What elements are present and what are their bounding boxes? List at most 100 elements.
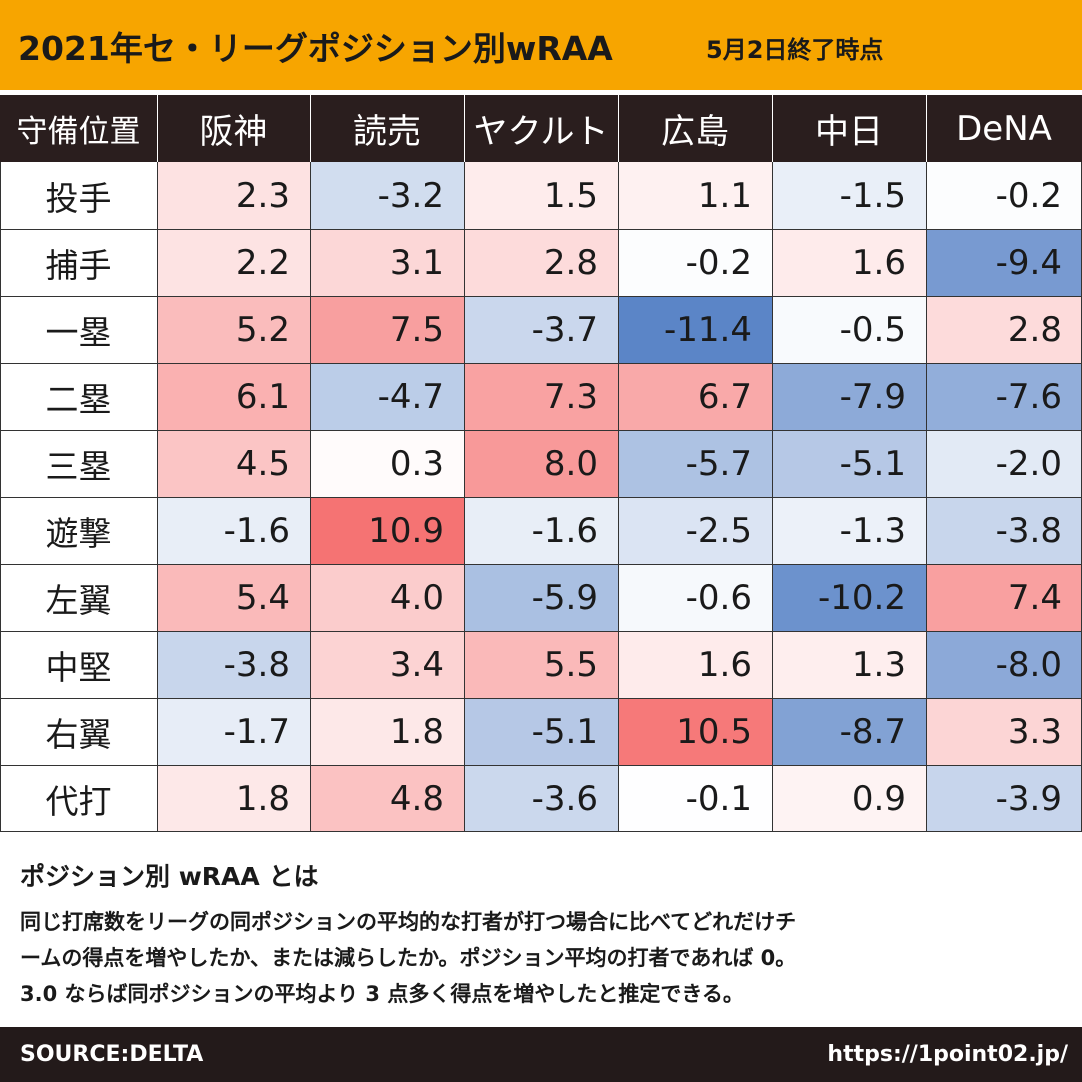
header-separator: [310, 95, 311, 162]
column-header-team: 広島: [618, 95, 772, 162]
row-header-position: 投手: [0, 162, 157, 229]
heatmap-cell: 3.3: [926, 698, 1082, 765]
row-header-position: 二塁: [0, 363, 157, 430]
heatmap-cell: -3.8: [157, 631, 310, 698]
column-header-team: ヤクルト: [464, 95, 618, 162]
header-separator: [926, 95, 927, 162]
header-separator: [772, 95, 773, 162]
corner-header: 守備位置: [0, 95, 157, 162]
column-header-team: 読売: [310, 95, 464, 162]
column-header-team: 阪神: [157, 95, 310, 162]
source-label: SOURCE:DELTA: [20, 1042, 204, 1067]
heatmap-cell: 1.1: [618, 162, 772, 229]
column-header-team: DeNA: [926, 95, 1082, 162]
heatmap-cell: -0.1: [618, 765, 772, 832]
heatmap-cell: -11.4: [618, 296, 772, 363]
row-header-position: 中堅: [0, 631, 157, 698]
header-separator: [157, 95, 158, 162]
heatmap-cell: -8.7: [772, 698, 926, 765]
row-header-position: 遊撃: [0, 497, 157, 564]
heatmap-cell: -1.6: [464, 497, 618, 564]
definition-line: ームの得点を増やしたか、または減らしたか。ポジション平均の打者であれば 0。: [20, 946, 797, 970]
heatmap-cell: 4.0: [310, 564, 464, 631]
heatmap-cell: -7.9: [772, 363, 926, 430]
definition-heading: ポジション別 wRAA とは: [20, 862, 319, 891]
heatmap-cell: -1.5: [772, 162, 926, 229]
heatmap-cell: -10.2: [772, 564, 926, 631]
heatmap-cell: -3.7: [464, 296, 618, 363]
row-header-position: 三塁: [0, 430, 157, 497]
heatmap-cell: 2.8: [464, 229, 618, 296]
heatmap-cell: -7.6: [926, 363, 1082, 430]
heatmap-cell: 5.2: [157, 296, 310, 363]
grid-line-horizontal: [0, 831, 1082, 832]
heatmap-cell: -0.5: [772, 296, 926, 363]
heatmap-cell: 2.2: [157, 229, 310, 296]
heatmap-cell: -0.2: [618, 229, 772, 296]
heatmap-table: 守備位置 阪神 読売 ヤクルト 広島 中日 DeNA 投手 2.3 -3.2 1.5 1.1 -1.5-…: [0, 95, 1082, 835]
heatmap-cell: 1.6: [618, 631, 772, 698]
heatmap-cell: 10.5: [618, 698, 772, 765]
heatmap-cell: 0.3: [310, 430, 464, 497]
grid-line-horizontal: [0, 430, 1082, 431]
heatmap-cell: 1.8: [310, 698, 464, 765]
heatmap-cell: 0.9: [772, 765, 926, 832]
row-header-position: 一塁: [0, 296, 157, 363]
grid-line-horizontal: [0, 363, 1082, 364]
heatmap-cell: -1.6: [157, 497, 310, 564]
heatmap-cell: -3.2: [310, 162, 464, 229]
grid-line-horizontal: [0, 564, 1082, 565]
source-url: https://1point02.jp/: [827, 1042, 1068, 1067]
grid-line-horizontal: [0, 497, 1082, 498]
heatmap-cell: -3.9: [926, 765, 1082, 832]
heatmap-cell: 8.0: [464, 430, 618, 497]
row-header-position: 代打: [0, 765, 157, 832]
row-header-position: 右翼: [0, 698, 157, 765]
heatmap-cell: -5.1: [464, 698, 618, 765]
heatmap-cell: 1.5: [464, 162, 618, 229]
heatmap-cell: 1.3: [772, 631, 926, 698]
column-header-team: 中日: [772, 95, 926, 162]
chart-subtitle: 5月2日終了時点: [706, 36, 884, 64]
heatmap-cell: -5.9: [464, 564, 618, 631]
heatmap-cell: -4.7: [310, 363, 464, 430]
row-header-position: 捕手: [0, 229, 157, 296]
chart-title: 2021年セ・リーグポジション別wRAA: [18, 29, 613, 68]
header-separator: [464, 95, 465, 162]
heatmap-cell: 7.3: [464, 363, 618, 430]
heatmap-cell: -2.0: [926, 430, 1082, 497]
heatmap-cell: -1.3: [772, 497, 926, 564]
heatmap-cell: 3.4: [310, 631, 464, 698]
heatmap-cell: -0.6: [618, 564, 772, 631]
row-header-position: 左翼: [0, 564, 157, 631]
grid-line-horizontal: [0, 631, 1082, 632]
heatmap-cell: 6.1: [157, 363, 310, 430]
heatmap-cell: -1.7: [157, 698, 310, 765]
footer-bar: SOURCE:DELTA https://1point02.jp/: [0, 1027, 1082, 1082]
heatmap-cell: -9.4: [926, 229, 1082, 296]
heatmap-cell: 1.8: [157, 765, 310, 832]
heatmap-cell: 4.8: [310, 765, 464, 832]
definition-line: 同じ打席数をリーグの同ポジションの平均的な打者が打つ場合に比べてどれだけチ: [20, 910, 797, 934]
heatmap-cell: -3.6: [464, 765, 618, 832]
grid-line-horizontal: [0, 229, 1082, 230]
heatmap-cell: -5.7: [618, 430, 772, 497]
heatmap-cell: 4.5: [157, 430, 310, 497]
heatmap-cell: 7.4: [926, 564, 1082, 631]
heatmap-cell: -0.2: [926, 162, 1082, 229]
heatmap-cell: -5.1: [772, 430, 926, 497]
definition-body: 同じ打席数をリーグの同ポジションの平均的な打者が打つ場合に比べてどれだけチ ーム…: [20, 904, 796, 1012]
heatmap-cell: -2.5: [618, 497, 772, 564]
heatmap-cell: 5.5: [464, 631, 618, 698]
heatmap-cell: 5.4: [157, 564, 310, 631]
heatmap-cell: 7.5: [310, 296, 464, 363]
grid-line-horizontal: [0, 765, 1082, 766]
heatmap-cell: 3.1: [310, 229, 464, 296]
heatmap-cell: -8.0: [926, 631, 1082, 698]
heatmap-cell: -3.8: [926, 497, 1082, 564]
grid-line-horizontal: [0, 698, 1082, 699]
heatmap-cell: 10.9: [310, 497, 464, 564]
title-bar: 2021年セ・リーグポジション別wRAA 5月2日終了時点: [0, 0, 1082, 90]
heatmap-cell: 2.3: [157, 162, 310, 229]
heatmap-cell: 2.8: [926, 296, 1082, 363]
